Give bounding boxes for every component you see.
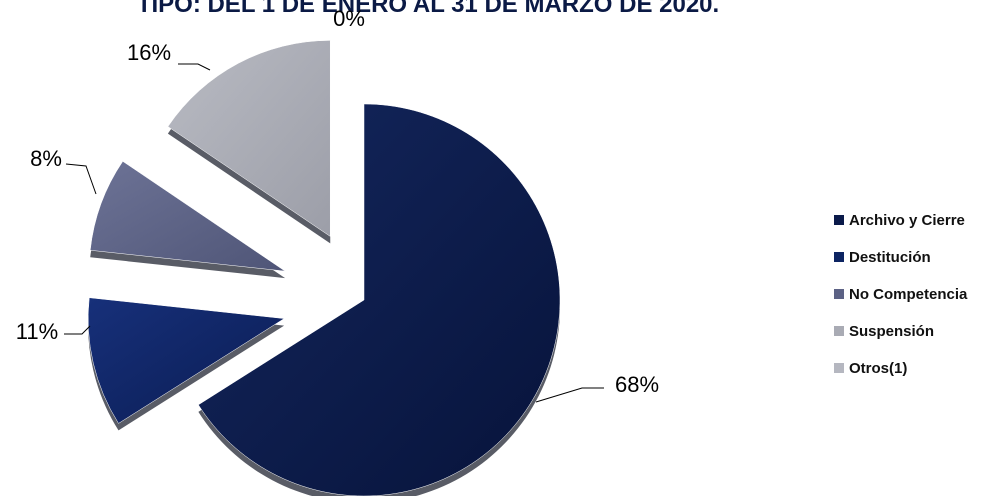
legend-swatch-archivo-y-cierre [834,215,844,225]
slice-destitucion [87,297,285,424]
legend-label-no-competencia: No Competencia [849,286,968,303]
slice-label-archivo-y-cierre: 68% [615,372,659,397]
legend-label-destitucion: Destitución [849,249,931,266]
legend-label-suspension: Suspensión [849,323,934,340]
pie-slices [87,40,561,496]
slice-label-destitucion: 11% [16,319,58,344]
slice-label-otros: 0% [333,6,365,31]
legend-swatch-suspension [834,326,844,336]
leader-lines [64,63,604,403]
slice-label-suspension: 16% [127,40,171,65]
legend-label-otros: Otros(1) [849,360,907,377]
slice-archivo-y-cierre [198,103,561,496]
legend-label-archivo-y-cierre: Archivo y Cierre [849,212,965,229]
slice-label-no-competencia: 8% [30,146,62,171]
chart-title: TIPO: DEL 1 DE ENERO AL 31 DE MARZO DE 2… [137,0,719,18]
slice-no-competencia [89,160,286,272]
legend-swatch-otros [834,363,844,373]
legend-swatch-destitucion [834,252,844,262]
slice-suspension [167,40,331,237]
legend-swatch-no-competencia [834,289,844,299]
legend: Archivo y Cierre Destitución No Competen… [834,212,968,377]
